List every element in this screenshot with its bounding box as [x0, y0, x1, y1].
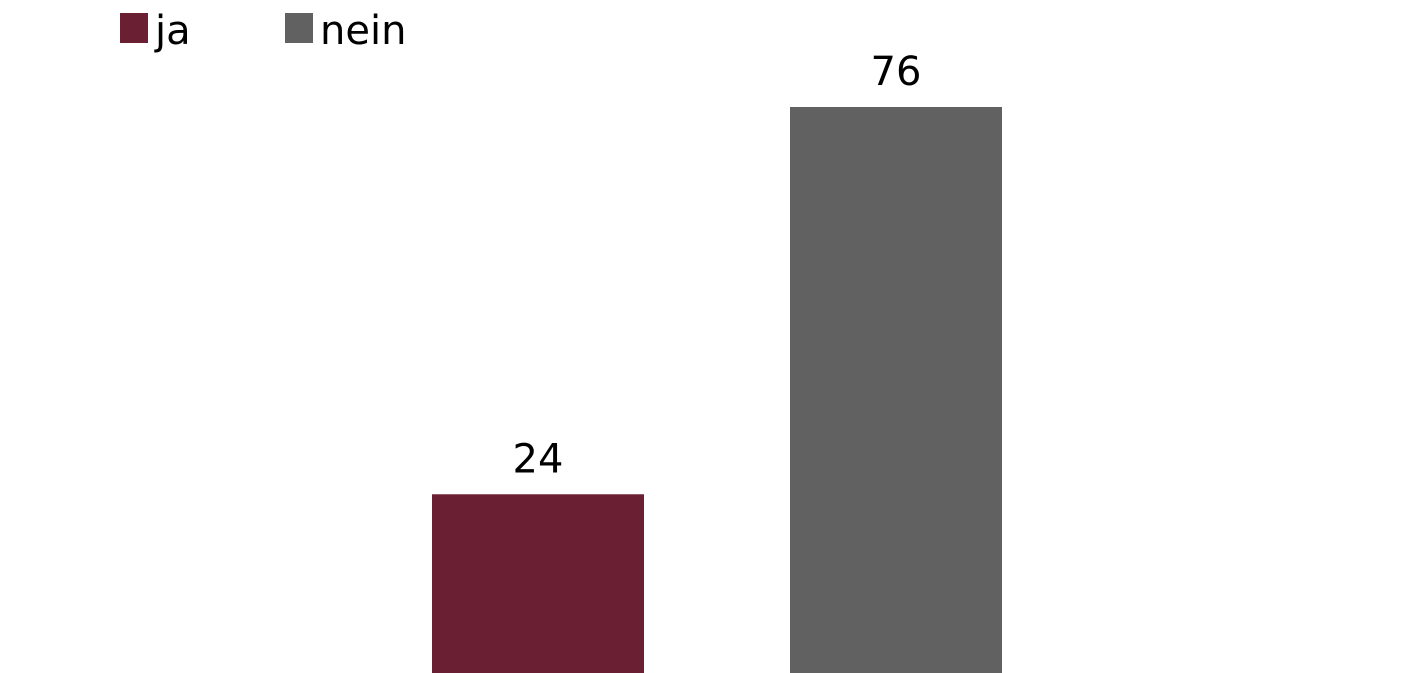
- legend: ja nein: [120, 8, 406, 54]
- bar-nein: [790, 107, 1002, 673]
- legend-swatch-ja: [120, 13, 148, 43]
- value-label-ja: 24: [513, 436, 564, 482]
- legend-label-nein: nein: [320, 8, 406, 54]
- bars: 24 76: [432, 49, 1002, 673]
- bar-ja: [432, 494, 644, 673]
- value-label-nein: 76: [871, 49, 922, 95]
- legend-label-ja: ja: [154, 8, 191, 54]
- legend-swatch-nein: [285, 13, 313, 43]
